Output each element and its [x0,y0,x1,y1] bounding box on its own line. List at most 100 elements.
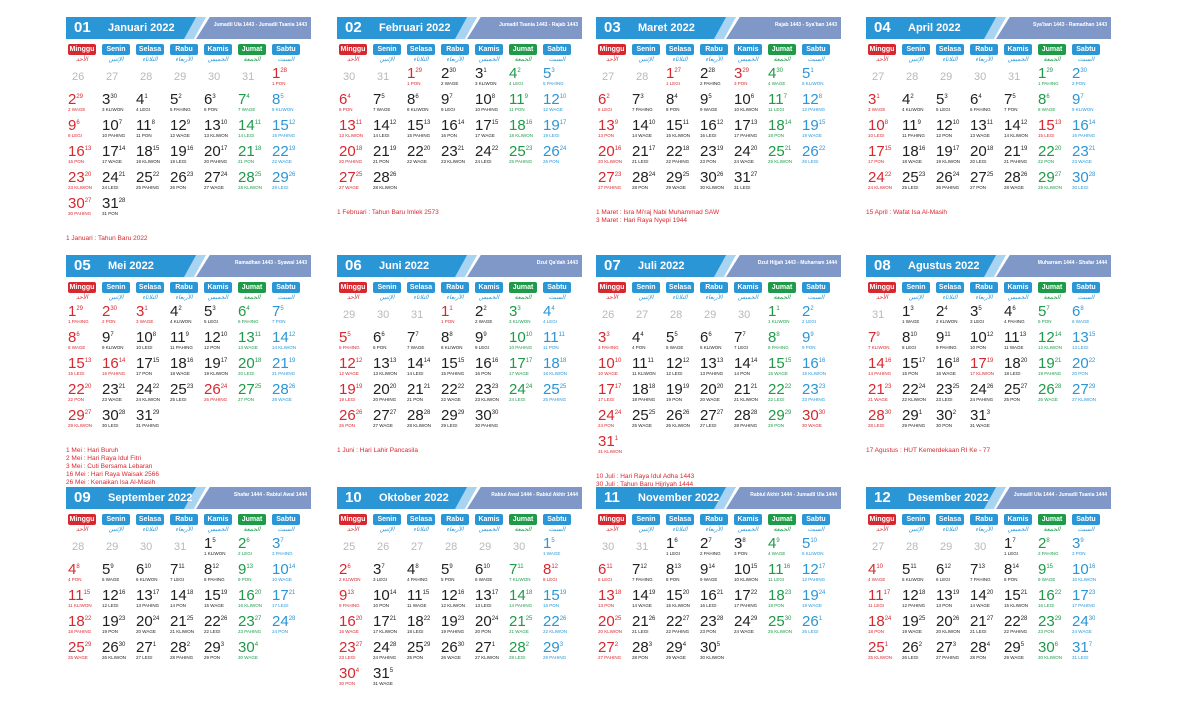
day-cell: 44 4 LEGI [543,303,558,324]
day-cell: 86 8 WAGE [68,329,86,350]
day-cell: 1915 19 WAGE [802,117,826,138]
month-01: 01 Januari 2022 Jumadil Ula 1443 - Jumadil… [66,17,311,242]
weekday-sabtu: Sabtu [272,514,300,525]
day-cell: 1016 10 KLIWON [1072,561,1097,582]
day-cell: 1511 15 KLIWON [666,117,691,138]
day-cell: 3128 31 PON [102,195,126,216]
weekday-sabtu: Sabtu [272,282,300,293]
day-cell: 1420 14 WAGE [970,587,994,608]
day-cell: 2127 21 LEGI [970,613,994,634]
prev-month-day: 29 [343,309,356,321]
day-cell: 812 8 LEGI [543,561,559,582]
holiday-note: 17 Agustus : HUT Kemerdekaan RI Ke - 77 [866,447,991,454]
day-cell: 410 4 WAGE [868,561,886,582]
prev-month-day: 31 [636,541,649,553]
day-cell: 283 28 PON [632,639,653,660]
month-07: 07 Juli 2022 Dzul Hijjah 1443 - Muharram 1… [596,255,841,488]
day-cell: 2025 20 KLIWON [598,613,623,634]
day-cell: 1614 16 PAHING [1072,117,1096,138]
day-cell: 273 27 PAHING [936,639,960,660]
prev-month-day: 30 [343,71,356,83]
day-cell: 1822 18 PAHING [68,613,92,634]
weekday-selasa: Selasa [136,282,164,293]
weekday-arabic: الثلاثاء [942,57,958,63]
weekday-minggu: Minggu [339,514,367,525]
day-cell: 42 4 LEGI [509,65,524,86]
day-cell: 16 1 LEGI [666,535,681,556]
weekday-arabic: الثلاثاء [142,57,158,63]
day-cell: 2022 20 PON [1072,355,1096,376]
month-number: 01 [74,19,91,36]
day-cell: 2020 20 PAHING [373,381,397,402]
weekday-arabic: الإثنين [108,527,124,533]
weekday-arabic: السبت [807,57,825,63]
day-cell: 88 8 KLIWON [441,329,463,350]
weekday-jumat: Jumat [1038,282,1066,293]
day-cell: 3026 30 KLIWON [700,169,725,190]
day-cell: 2430 24 WAGE [1072,613,1096,634]
day-cell: 66 6 KLIWON [700,329,722,350]
hijri-range: Dzul Hijjah 1443 - Muharram 1444 [757,260,837,266]
day-cell: 282 28 PAHING [170,639,194,660]
day-cell: 612 6 LEGI [936,561,952,582]
holiday-note: 3 Mei : Cuti Bersama Lebaran [66,463,153,470]
day-cell: 51 5 KLIWON [802,65,824,86]
day-cell: 1113 11 WAGE [1004,329,1027,350]
weekday-arabic: الأربعاء [975,527,993,533]
day-cell: 315 31 WAGE [373,665,394,686]
month-title: Januari 2022 [108,22,175,34]
weekday-arabic: الأحد [347,295,359,301]
day-cell: 2624 26 PAHING [936,169,960,190]
day-cell: 2422 24 KLIWON [868,169,893,190]
day-cell: 35 3 LEGI [970,303,985,324]
day-cell: 1310 13 KLIWON [204,117,229,138]
day-cell: 1418 14 PAHING [509,587,533,608]
day-cell: 2529 25 WAGE [68,639,92,660]
holiday-note: 1 Mei : Hari Buruh [66,447,119,454]
day-cell: 2729 27 KLIWON [1072,381,1097,402]
day-cell: 37 3 PAHING [272,535,293,556]
day-cell: 1919 19 LEGI [339,381,363,402]
day-cell: 1715 17 WAGE [475,117,499,138]
day-cell: 1513 15 PAHING [407,117,431,138]
day-cell: 284 28 PON [970,639,991,660]
day-cell: 1512 15 PAHING [272,117,296,138]
weekday-senin: Senin [632,514,660,525]
day-cell: 1111 11 PON [543,329,565,350]
day-cell: 129 1 PON [407,65,423,86]
weekday-arabic: الجمعة [514,57,532,63]
day-cell: 2024 20 PON [475,613,499,634]
day-cell: 813 8 PON [666,561,682,582]
day-cell: 73 7 PAHING [632,91,653,112]
day-cell: 107 10 PAHING [102,117,126,138]
prev-month-day: 26 [72,71,85,83]
day-cell: 2826 28 KLIWON [373,169,398,190]
day-cell: 52 5 PAHING [170,91,191,112]
weekday-senin: Senin [373,282,401,293]
day-cell: 914 9 WAGE [700,561,718,582]
day-cell: 1717 17 LEGI [598,381,622,402]
weekday-arabic: الخميس [207,527,229,533]
weekday-minggu: Minggu [339,44,367,55]
day-cell: 129 1 PAHING [1038,65,1059,86]
month-title: Mei 2022 [108,260,154,272]
day-cell: 1818 18 KLIWON [543,355,568,376]
prev-month-day: 27 [636,309,649,321]
day-cell: 26 2 LEGI [238,535,253,556]
month-04: 04 April 2022 Sya'ban 1443 - Ramadhan 1443… [866,17,1111,236]
prev-month-day: 28 [140,71,153,83]
day-cell: 13 1 WAGE [902,303,920,324]
month-02: 02 Februari 2022 Jumadil Tsania 1443 - Raj… [337,17,582,236]
hijri-range: Shafar 1444 - Rabiul Awal 1444 [233,492,307,498]
month-number: 11 [604,489,620,506]
day-cell: 108 10 LEGI [868,117,889,138]
day-cell: 3028 30 LEGI [102,407,126,428]
hijri-range: Sya'ban 1443 - Ramadhan 1443 [1032,22,1107,28]
day-cell: 1714 17 WAGE [102,143,126,164]
weekday-arabic: السبت [1077,295,1095,301]
weekday-jumat: Jumat [509,44,537,55]
month-12: 12 Desember 2022 Jumadil Ula 1444 - Jumadi… [866,487,1111,706]
day-cell: 2123 21 WAGE [868,381,892,402]
day-cell: 2017 20 PAHING [204,143,228,164]
day-cell: 1715 17 PON [136,355,160,376]
